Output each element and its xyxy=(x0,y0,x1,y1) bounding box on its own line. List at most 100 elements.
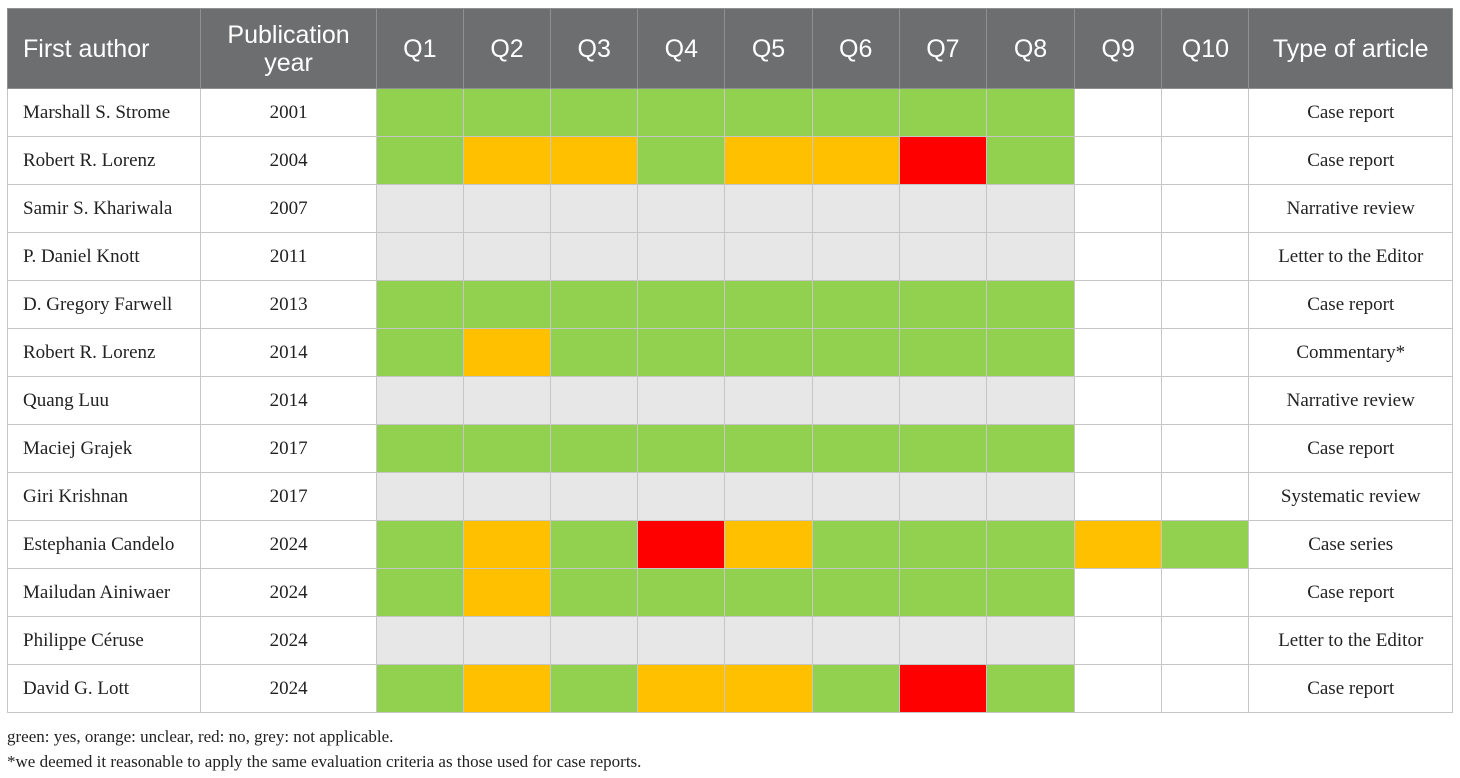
rating-cell-q7 xyxy=(898,184,987,233)
rating-cell-q8 xyxy=(985,520,1076,569)
rating-cell-q10 xyxy=(1161,232,1250,281)
rating-cell-q7 xyxy=(898,280,987,329)
rating-cell-q7 xyxy=(898,472,987,521)
footnote: *we deemed it reasonable to apply the sa… xyxy=(7,752,642,771)
table-row: Philippe Céruse 2024 Letter to the Editor xyxy=(6,616,1453,665)
rating-cell-q7 xyxy=(898,328,987,377)
rating-cell-q5 xyxy=(724,472,813,521)
header-q5: Q5 xyxy=(724,8,813,89)
rating-cell-q7 xyxy=(898,136,987,185)
rating-cell-q5 xyxy=(724,184,813,233)
rating-cell-q1 xyxy=(375,568,464,617)
rating-cell-q8 xyxy=(985,328,1076,377)
rating-cell-q1 xyxy=(375,184,464,233)
rating-cell-q2 xyxy=(462,616,552,665)
rating-cell-q4 xyxy=(637,664,726,713)
year-cell: 2001 xyxy=(200,88,377,137)
rating-cell-q9 xyxy=(1074,568,1163,617)
table-row: Robert R. Lorenz 2004 Case report xyxy=(6,136,1453,185)
rating-cell-q6 xyxy=(811,568,900,617)
rating-cell-q9 xyxy=(1074,328,1163,377)
rating-cell-q2 xyxy=(462,328,552,377)
rating-cell-q4 xyxy=(637,616,726,665)
table-row: Estephania Candelo 2024 Case series xyxy=(6,520,1453,569)
table-row: David G. Lott 2024 Case report xyxy=(6,664,1453,713)
rating-cell-q4 xyxy=(637,568,726,617)
author-cell: Robert R. Lorenz xyxy=(6,328,202,377)
rating-cell-q3 xyxy=(550,280,639,329)
header-q8: Q8 xyxy=(985,8,1076,89)
rating-cell-q7 xyxy=(898,568,987,617)
rating-cell-q3 xyxy=(550,88,639,137)
type-of-article-cell: Narrative review xyxy=(1248,184,1453,233)
rating-cell-q9 xyxy=(1074,280,1163,329)
type-of-article-cell: Letter to the Editor xyxy=(1248,232,1453,281)
color-legend-note: green: yes, orange: unclear, red: no, gr… xyxy=(7,727,394,746)
year-cell: 2013 xyxy=(200,280,377,329)
rating-cell-q2 xyxy=(462,568,552,617)
rating-cell-q6 xyxy=(811,280,900,329)
author-cell: Estephania Candelo xyxy=(6,520,202,569)
rating-cell-q5 xyxy=(724,376,813,425)
header-first-author: First author xyxy=(6,8,202,89)
rating-cell-q3 xyxy=(550,616,639,665)
rating-cell-q2 xyxy=(462,472,552,521)
type-of-article-cell: Case report xyxy=(1248,664,1453,713)
rating-cell-q8 xyxy=(985,280,1076,329)
table-header-row: First author Publication year Q1 Q2 Q3 Q4 Q5… xyxy=(6,8,1453,89)
header-q2: Q2 xyxy=(462,8,552,89)
rating-cell-q7 xyxy=(898,616,987,665)
rating-cell-q3 xyxy=(550,664,639,713)
rating-cell-q3 xyxy=(550,184,639,233)
rating-cell-q5 xyxy=(724,280,813,329)
table-row: Giri Krishnan 2017 Systematic review xyxy=(6,472,1453,521)
rating-cell-q3 xyxy=(550,376,639,425)
table-row: Robert R. Lorenz 2014 Commentary* xyxy=(6,328,1453,377)
author-cell: Quang Luu xyxy=(6,376,202,425)
rating-cell-q8 xyxy=(985,472,1076,521)
type-of-article-cell: Case report xyxy=(1248,88,1453,137)
header-q9: Q9 xyxy=(1074,8,1163,89)
author-cell: Robert R. Lorenz xyxy=(6,136,202,185)
type-of-article-cell: Case report xyxy=(1248,424,1453,473)
rating-cell-q1 xyxy=(375,424,464,473)
rating-cell-q10 xyxy=(1161,520,1250,569)
rating-cell-q7 xyxy=(898,232,987,281)
rating-cell-q8 xyxy=(985,568,1076,617)
rating-cell-q3 xyxy=(550,232,639,281)
rating-cell-q9 xyxy=(1074,616,1163,665)
author-cell: Maciej Grajek xyxy=(6,424,202,473)
rating-cell-q10 xyxy=(1161,376,1250,425)
header-year-line2: year xyxy=(264,48,313,77)
rating-cell-q4 xyxy=(637,376,726,425)
rating-cell-q10 xyxy=(1161,472,1250,521)
rating-cell-q4 xyxy=(637,472,726,521)
table-notes: green: yes, orange: unclear, red: no, gr… xyxy=(7,724,641,774)
header-publication-year: Publication year xyxy=(200,8,377,89)
rating-cell-q10 xyxy=(1161,88,1250,137)
author-cell: Marshall S. Strome xyxy=(6,88,202,137)
author-cell: Mailudan Ainiwaer xyxy=(6,568,202,617)
header-q4: Q4 xyxy=(637,8,726,89)
rating-cell-q8 xyxy=(985,232,1076,281)
type-of-article-cell: Systematic review xyxy=(1248,472,1453,521)
rating-cell-q8 xyxy=(985,616,1076,665)
author-cell: D. Gregory Farwell xyxy=(6,280,202,329)
rating-cell-q1 xyxy=(375,88,464,137)
table-row: Quang Luu 2014 Narrative review xyxy=(6,376,1453,425)
rating-cell-q9 xyxy=(1074,184,1163,233)
header-year-line1: Publication xyxy=(227,20,350,49)
rating-cell-q8 xyxy=(985,424,1076,473)
rating-cell-q2 xyxy=(462,136,552,185)
rating-cell-q1 xyxy=(375,328,464,377)
rating-cell-q3 xyxy=(550,328,639,377)
rating-cell-q10 xyxy=(1161,280,1250,329)
rating-cell-q3 xyxy=(550,568,639,617)
rating-cell-q6 xyxy=(811,664,900,713)
rating-cell-q6 xyxy=(811,88,900,137)
header-q3: Q3 xyxy=(550,8,639,89)
rating-cell-q2 xyxy=(462,520,552,569)
header-type-of-article: Type of article xyxy=(1248,8,1453,89)
year-cell: 2011 xyxy=(200,232,377,281)
rating-cell-q1 xyxy=(375,232,464,281)
